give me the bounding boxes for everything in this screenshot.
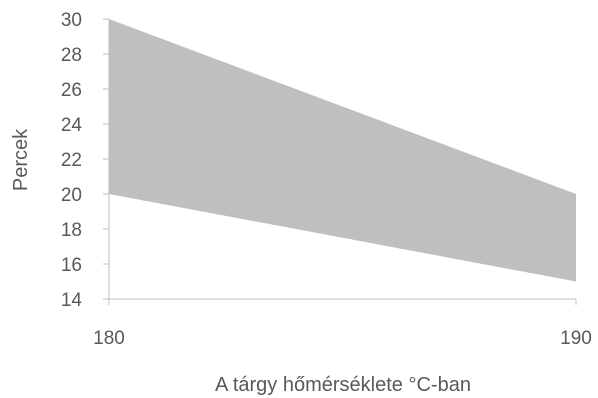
x-tick-label: 180 (93, 328, 125, 349)
y-tick-label: 28 (61, 45, 82, 66)
tick-labels: 14 16 18 20 22 24 26 28 30 180 190 (61, 10, 592, 349)
y-tick-label: 26 (61, 80, 82, 101)
axes (103, 18, 577, 305)
y-tick-label: 18 (61, 220, 82, 241)
y-tick-label: 14 (61, 290, 83, 311)
y-tick-label: 22 (61, 150, 82, 171)
y-axis-title: Percek (10, 128, 32, 191)
y-tick-label: 20 (61, 185, 82, 206)
x-tick-label: 190 (560, 328, 592, 349)
y-tick-label: 30 (61, 10, 82, 31)
plot-area (109, 19, 576, 282)
band-area (109, 19, 576, 282)
y-tick-label: 24 (61, 115, 83, 136)
x-axis-title: A tárgy hőmérséklete °C-ban (215, 374, 471, 396)
y-tick-label: 16 (61, 255, 82, 276)
